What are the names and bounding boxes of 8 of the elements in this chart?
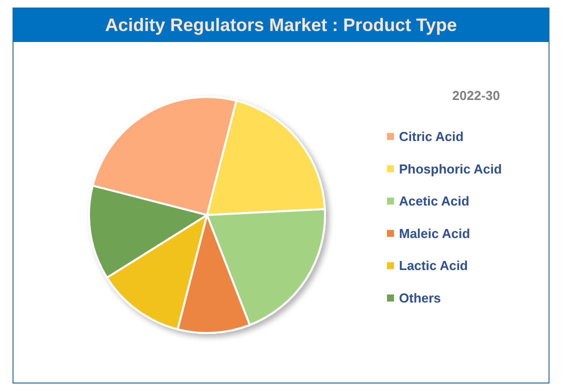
legend-label: Lactic Acid xyxy=(399,258,468,274)
chart-title: Acidity Regulators Market : Product Type xyxy=(105,15,457,35)
legend-label: Citric Acid xyxy=(399,129,464,144)
legend-label: Maleic Acid xyxy=(399,226,470,241)
legend-label: Acetic Acid xyxy=(399,194,470,209)
legend-label: Others xyxy=(399,290,441,306)
chart-subtitle: 2022-30 xyxy=(452,88,500,103)
legend-label: Phosphoric Acid xyxy=(399,161,502,176)
